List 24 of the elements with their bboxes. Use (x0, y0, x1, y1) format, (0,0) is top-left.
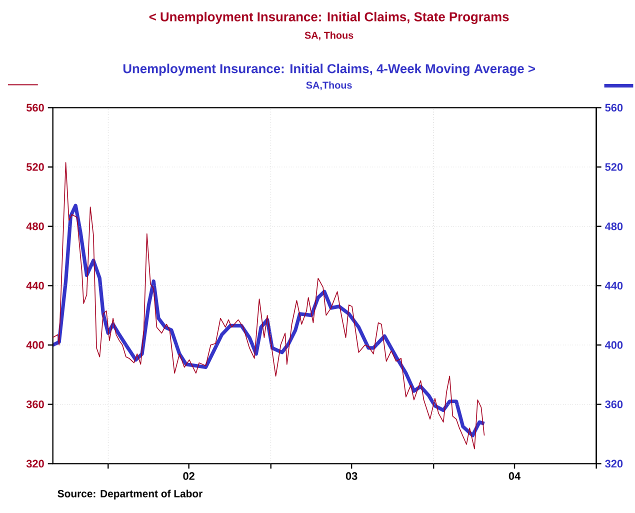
y2-tick-label: 480 (604, 222, 623, 230)
source-note: Source: Department of Labor (58, 490, 202, 500)
text: SA, Thous (304, 32, 354, 40)
x-tick-label: 04 (508, 472, 521, 480)
line-series (52, 162, 485, 450)
line-series (52, 204, 486, 438)
y2-tick-label: 560 (605, 104, 623, 112)
text: SA,Thous (306, 82, 352, 90)
y-tick-label: 480 (26, 222, 44, 230)
y-tick-label: 320 (26, 460, 44, 468)
y2-tick-label: 400 (604, 341, 623, 350)
y-tick-label: 440 (26, 282, 44, 290)
y-tick-label: 560 (26, 104, 44, 112)
y2-tick-label: 520 (605, 163, 623, 172)
y2-tick-label: 360 (605, 400, 623, 408)
y-tick-label: 360 (26, 400, 44, 408)
y2-tick-label: 440 (604, 282, 623, 290)
x-tick-label: 03 (346, 472, 358, 480)
x-tick-label: 02 (183, 472, 194, 480)
text: Unemployment Insurance: Initial Claims, 4-Week Moving Average > (123, 64, 535, 76)
y2-tick-label: 320 (605, 460, 623, 468)
y-tick-label: 520 (26, 163, 44, 172)
text: < Unemployment Insurance: Initial Claims, State Programs (149, 12, 509, 24)
y-tick-label: 400 (26, 341, 44, 350)
